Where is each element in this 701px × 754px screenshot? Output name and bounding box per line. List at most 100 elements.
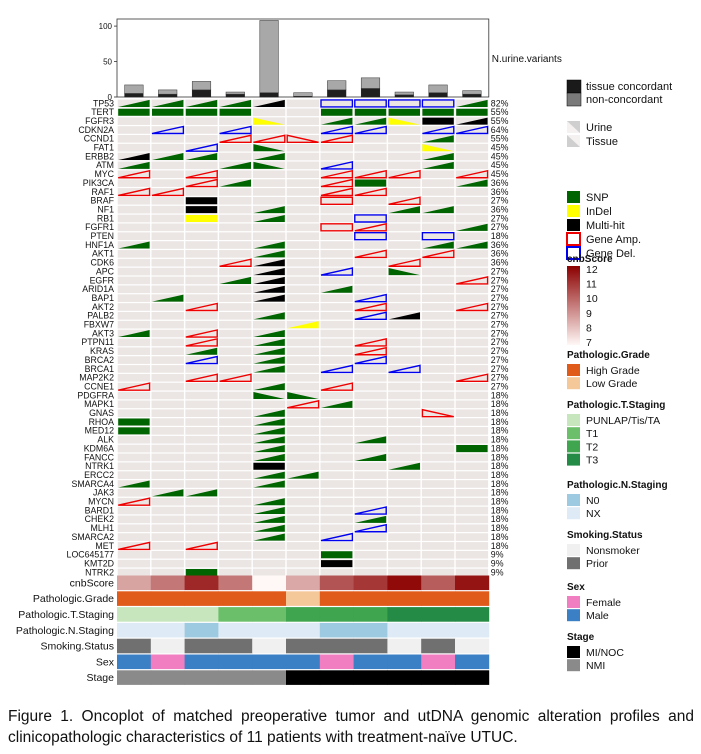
grid-cell bbox=[252, 223, 286, 232]
grid-cell bbox=[388, 382, 421, 391]
figure-caption: Figure 1. Oncoplot of matched preoperati… bbox=[8, 708, 694, 746]
annotation-cell bbox=[319, 575, 354, 591]
grid-cell bbox=[320, 347, 353, 356]
grid-cell bbox=[320, 453, 353, 462]
alteration-snp bbox=[253, 356, 285, 364]
gene-percentage: 18% bbox=[491, 399, 509, 409]
alteration-snp bbox=[321, 551, 353, 559]
annotation-row-label: Stage bbox=[87, 672, 115, 684]
grid-cell bbox=[388, 223, 421, 232]
gene-percentage: 27% bbox=[491, 293, 509, 303]
gene-label: ATM bbox=[96, 160, 114, 170]
grid-cell bbox=[286, 126, 320, 134]
grid-cell bbox=[151, 497, 184, 506]
grid-cell bbox=[252, 276, 286, 285]
grid-cell bbox=[151, 250, 184, 258]
annotation-cell bbox=[150, 622, 185, 638]
grid-cell bbox=[252, 152, 286, 161]
bar-concordant bbox=[225, 93, 245, 98]
grid-cell bbox=[185, 320, 218, 329]
grid-cell bbox=[421, 320, 455, 329]
grid-cell bbox=[185, 347, 218, 356]
grid-cell bbox=[388, 506, 421, 515]
annotation-cell bbox=[252, 622, 287, 638]
alteration-snp bbox=[253, 206, 285, 214]
grid-cell bbox=[252, 196, 286, 205]
annotation-cell bbox=[117, 591, 152, 606]
alteration-amp bbox=[185, 541, 218, 551]
legend-sample-triangle bbox=[567, 121, 580, 133]
annotation-cell bbox=[117, 670, 152, 685]
grid-cell bbox=[219, 143, 252, 152]
grid-cell bbox=[117, 506, 151, 515]
grid-cell bbox=[286, 462, 320, 471]
alteration-snp bbox=[456, 241, 488, 249]
grid-cell bbox=[421, 303, 455, 311]
grid-cell bbox=[286, 196, 320, 205]
grid-cell bbox=[455, 391, 489, 400]
alteration-del bbox=[388, 364, 421, 374]
grid-cell bbox=[320, 320, 353, 329]
annotation-cell bbox=[117, 575, 152, 591]
alteration-snp bbox=[253, 427, 285, 435]
grid-cell bbox=[219, 409, 252, 417]
grid-cell bbox=[286, 152, 320, 161]
alteration-multi bbox=[253, 99, 285, 107]
annotation-cell bbox=[218, 607, 253, 622]
gene-label: CDKN2A bbox=[78, 125, 114, 135]
grid-cell bbox=[455, 241, 489, 249]
grid-cell bbox=[286, 515, 320, 524]
annotation-cell bbox=[286, 638, 321, 654]
grid-cell bbox=[219, 285, 252, 294]
grid-cell bbox=[286, 179, 320, 187]
legend-group-swatch bbox=[567, 440, 580, 453]
annotation-cell bbox=[286, 575, 321, 591]
alteration-amp bbox=[286, 134, 319, 144]
annotation-cell bbox=[455, 591, 490, 606]
grid-cell bbox=[455, 542, 489, 550]
legend-group-swatch bbox=[567, 646, 580, 658]
grid-cell bbox=[252, 126, 286, 134]
grid-cell bbox=[354, 559, 387, 568]
grid-cell bbox=[286, 250, 320, 258]
annotation-cell bbox=[218, 670, 253, 685]
grid-cell bbox=[388, 409, 421, 417]
grid-cell bbox=[354, 444, 387, 453]
grid-cell bbox=[117, 143, 151, 152]
grid-cell bbox=[354, 542, 387, 550]
alteration-snp bbox=[253, 153, 285, 161]
grid-cell bbox=[219, 241, 252, 249]
legend-sample-label: Tissue bbox=[586, 136, 618, 148]
grid-cell bbox=[252, 170, 286, 179]
annotation-cell bbox=[150, 638, 185, 654]
grid-cell bbox=[388, 214, 421, 223]
alteration-amp bbox=[185, 337, 218, 347]
gene-percentage: 55% bbox=[491, 134, 509, 144]
grid-cell bbox=[252, 409, 286, 417]
grid-cell bbox=[320, 152, 353, 161]
legend-cnbscore-tick: 8 bbox=[586, 322, 592, 334]
grid-cell bbox=[455, 285, 489, 294]
legend-group-swatch bbox=[567, 453, 580, 466]
grid-cell bbox=[252, 108, 286, 117]
alteration-indel bbox=[422, 144, 454, 152]
legend-group-swatch bbox=[567, 494, 580, 506]
annotation-cell bbox=[150, 654, 185, 670]
grid-cell bbox=[455, 435, 489, 444]
legend-group-label: Low Grade bbox=[586, 378, 638, 390]
gene-percentage: 18% bbox=[491, 505, 509, 515]
gene-percentage: 82% bbox=[491, 98, 509, 108]
gene-label: NTRK1 bbox=[85, 461, 114, 471]
gene-label: TP53 bbox=[93, 98, 114, 108]
annotation-cell bbox=[218, 638, 253, 654]
alteration-snp bbox=[152, 99, 184, 107]
legend-cnbscore-title: cnbScore bbox=[567, 254, 613, 265]
grid-cell bbox=[252, 232, 286, 240]
grid-cell bbox=[185, 506, 218, 515]
grid-cell bbox=[286, 170, 320, 179]
alteration-del bbox=[354, 231, 387, 241]
grid-cell bbox=[388, 135, 421, 143]
grid-cell bbox=[219, 267, 252, 276]
grid-cell bbox=[286, 524, 320, 533]
grid-cell bbox=[151, 170, 184, 179]
